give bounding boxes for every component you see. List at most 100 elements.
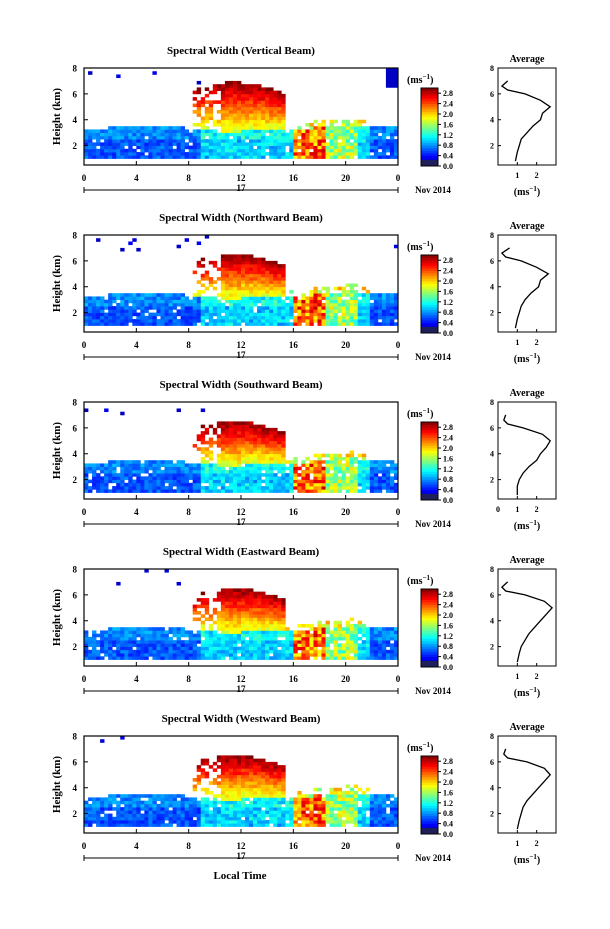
- heatmap-cell: [325, 135, 330, 140]
- heatmap-cell: [241, 97, 246, 101]
- heatmap-cell: [96, 807, 101, 811]
- heatmap-cell: [184, 152, 190, 156]
- heatmap-cell: [100, 309, 105, 313]
- heatmap-cell: [148, 653, 153, 657]
- heatmap-cell: [281, 820, 286, 824]
- heatmap-cell: [224, 594, 230, 599]
- heatmap-cell: [136, 299, 141, 304]
- heatmap-cell: [228, 312, 234, 317]
- heatmap-cell: [152, 126, 157, 130]
- heatmap-cell: [180, 463, 185, 468]
- heatmap-cell: [329, 122, 334, 127]
- heatmap-cell: [285, 319, 290, 323]
- heatmap-cell: [132, 129, 137, 134]
- heatmap-cell: [192, 129, 198, 134]
- heatmap-cell: [301, 636, 306, 641]
- heatmap-cell: [273, 132, 278, 137]
- profile-y-tick-label: 4: [490, 283, 494, 292]
- heatmap-cell: [297, 132, 302, 137]
- heatmap-cell: [325, 319, 330, 323]
- heatmap-cell: [365, 293, 371, 297]
- heatmap-cell: [321, 460, 326, 464]
- heatmap-cell: [212, 633, 218, 638]
- heatmap-cell: [196, 142, 202, 146]
- heatmap-cell: [128, 476, 133, 480]
- heatmap-cell: [293, 469, 298, 474]
- heatmap-cell: [216, 267, 222, 271]
- heatmap-cell: [329, 460, 334, 464]
- heatmap-cell: [241, 456, 246, 461]
- heatmap-cell: [301, 643, 306, 647]
- heatmap-cell: [257, 823, 262, 827]
- heatmap-cell: [253, 768, 258, 772]
- heatmap-cell: [200, 277, 206, 281]
- heatmap-cell: [257, 100, 262, 104]
- heatmap-cell: [148, 473, 153, 477]
- heatmap-cell: [249, 152, 254, 156]
- heatmap-cell: [144, 569, 149, 573]
- heatmap-cell: [188, 797, 194, 802]
- heatmap-cell: [365, 479, 371, 484]
- heatmap-cell: [353, 148, 359, 153]
- heatmap-cell: [245, 116, 250, 121]
- heatmap-cell: [253, 617, 258, 622]
- heatmap-cell: [236, 126, 242, 130]
- heatmap-cell: [220, 643, 226, 647]
- heatmap-cell: [188, 322, 194, 326]
- heatmap-cell: [196, 476, 202, 480]
- heatmap-cell: [265, 803, 270, 808]
- heatmap-cell: [373, 319, 379, 323]
- heatmap-cell: [172, 148, 177, 153]
- heatmap-cell: [289, 135, 294, 140]
- heatmap-cell: [241, 142, 246, 146]
- heatmap-cell: [357, 319, 363, 323]
- colorbar-step: [421, 445, 438, 449]
- heatmap-cell: [232, 591, 238, 596]
- heatmap-cell: [196, 604, 202, 609]
- heatmap-cell: [361, 322, 367, 326]
- heatmap-cell: [224, 810, 230, 814]
- heatmap-cell: [273, 797, 278, 802]
- heatmap-cell: [257, 761, 262, 766]
- heatmap-cell: [373, 296, 379, 301]
- heatmap-cell: [140, 816, 145, 821]
- heatmap-cell: [357, 463, 363, 468]
- heatmap-cell: [241, 482, 246, 487]
- heatmap-cell: [172, 126, 177, 130]
- heatmap-cell: [224, 601, 230, 605]
- heatmap-cell: [273, 643, 278, 647]
- heatmap-cell: [152, 489, 157, 493]
- heatmap-cell: [148, 810, 153, 814]
- heatmap-cell: [208, 322, 214, 326]
- heatmap-cell: [112, 653, 117, 657]
- heatmap-cell: [321, 312, 326, 317]
- heatmap-cell: [160, 803, 165, 808]
- heatmap-cell: [257, 453, 262, 458]
- heatmap-cell: [180, 132, 185, 137]
- heatmap-cell: [261, 771, 266, 776]
- profile-y-tick-label: 8: [490, 64, 494, 73]
- heatmap-cell: [393, 653, 399, 657]
- heatmap-cell: [236, 437, 242, 442]
- profile-y-tick-label: 4: [490, 116, 494, 125]
- heatmap-cell: [112, 309, 117, 313]
- heatmap-cell: [385, 148, 391, 153]
- heatmap-cell: [269, 604, 274, 609]
- heatmap-cell: [160, 479, 165, 484]
- heatmap-cell: [389, 74, 395, 79]
- heatmap-cell: [156, 636, 161, 641]
- heatmap-cell: [120, 653, 125, 657]
- heatmap-cell: [228, 431, 234, 435]
- heatmap-cell: [345, 646, 351, 651]
- heatmap-cell: [309, 649, 314, 654]
- heatmap-cell: [317, 142, 322, 146]
- heatmap-cell: [301, 460, 306, 464]
- heatmap-cell: [152, 322, 157, 326]
- heatmap-cell: [144, 489, 149, 493]
- heatmap-cell: [301, 312, 306, 317]
- heatmap-cell: [180, 640, 185, 644]
- heatmap-cell: [293, 820, 298, 824]
- heatmap-cell: [241, 437, 246, 442]
- heatmap-cell: [285, 132, 290, 137]
- heatmap-cell: [228, 486, 234, 490]
